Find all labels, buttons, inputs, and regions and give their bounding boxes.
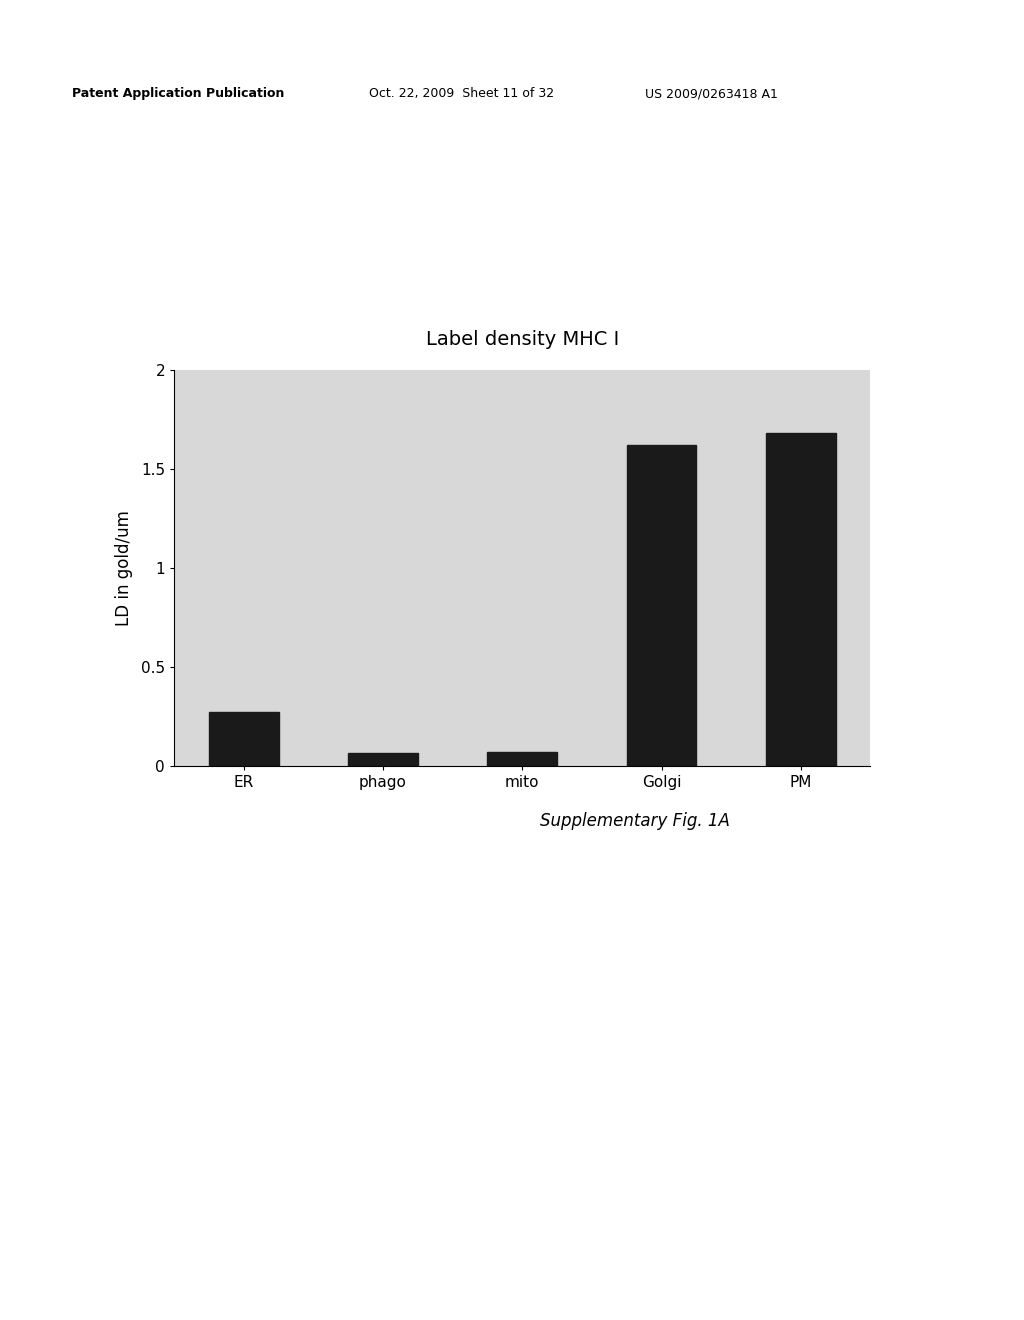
Bar — [627, 445, 696, 766]
Text: Supplementary Fig. 1A: Supplementary Fig. 1A — [540, 812, 730, 830]
Text: US 2009/0263418 A1: US 2009/0263418 A1 — [645, 87, 778, 100]
Text: Patent Application Publication: Patent Application Publication — [72, 87, 284, 100]
Bar — [487, 752, 557, 766]
Title: Label density MHC I: Label density MHC I — [426, 330, 618, 348]
Text: Oct. 22, 2009  Sheet 11 of 32: Oct. 22, 2009 Sheet 11 of 32 — [369, 87, 554, 100]
Y-axis label: LD in gold/um: LD in gold/um — [115, 510, 132, 626]
Bar — [348, 752, 418, 766]
Bar — [209, 713, 279, 766]
Bar — [766, 433, 836, 766]
